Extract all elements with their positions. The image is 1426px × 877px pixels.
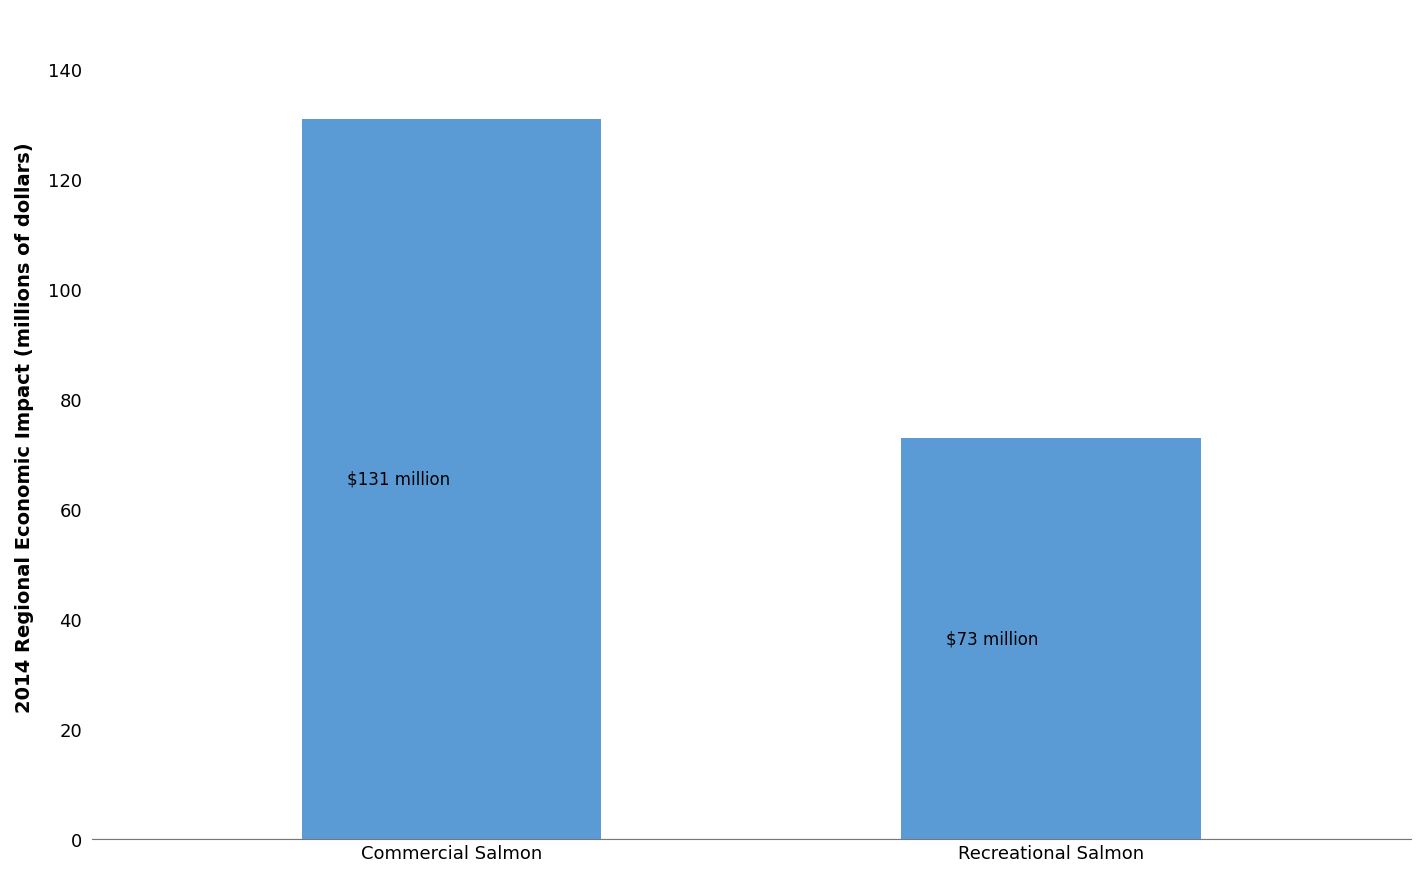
Bar: [302, 119, 602, 839]
Text: $131 million: $131 million: [347, 470, 449, 488]
Bar: [901, 438, 1201, 839]
Y-axis label: 2014 Regional Economic Impact (millions of dollars): 2014 Regional Economic Impact (millions …: [16, 142, 34, 712]
Text: $73 million: $73 million: [947, 630, 1038, 647]
